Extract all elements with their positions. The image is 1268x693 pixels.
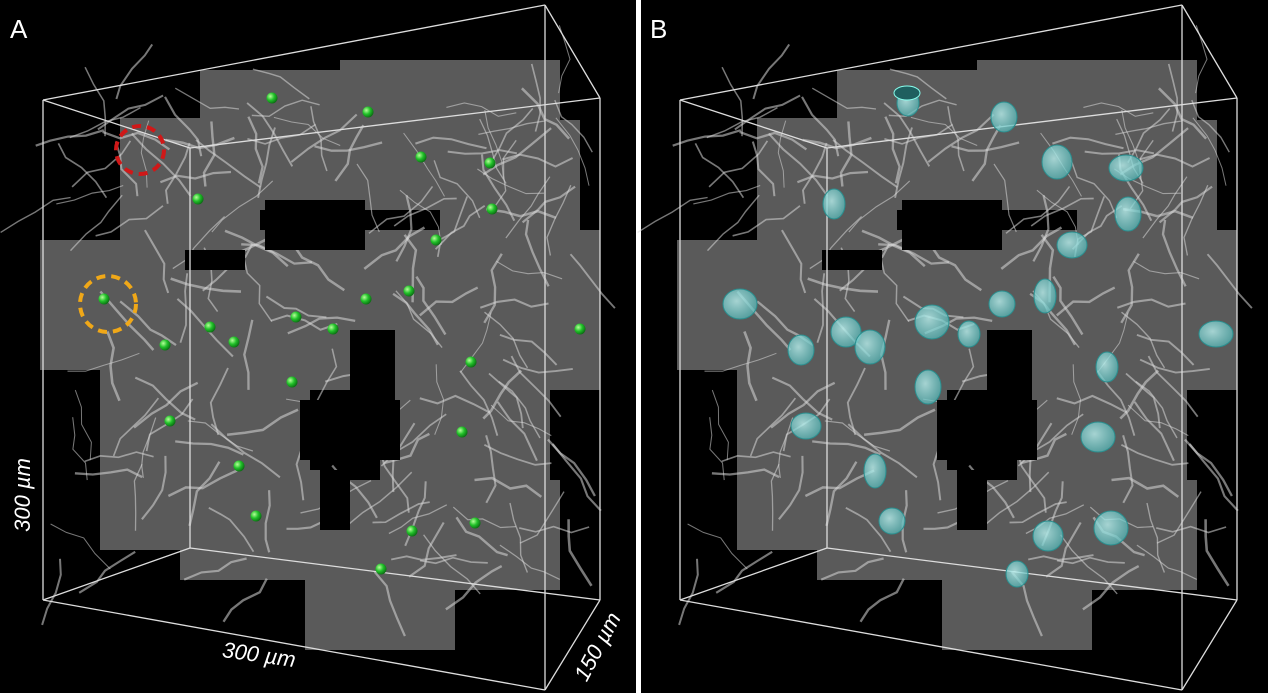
soma-segmentation [1115, 197, 1141, 231]
soma-segmentation [1033, 521, 1063, 551]
soma-segmentation [958, 321, 980, 347]
soma-segmentation [1199, 321, 1233, 347]
soma-segmentation [1094, 511, 1128, 545]
image-gap [185, 250, 245, 270]
soma-segmentation [1109, 155, 1143, 181]
page: A B 300 µm 300 µm 150 µm (() => { const … [0, 0, 1268, 693]
soma-segmentation [879, 508, 905, 534]
soma-marker [363, 107, 374, 118]
soma-marker [99, 294, 110, 305]
image-tile [40, 240, 190, 370]
soma-segmentation [1042, 145, 1072, 179]
scale-label: 300 µm [10, 458, 35, 532]
soma-segmentation [1034, 279, 1056, 313]
soma-marker [251, 511, 262, 522]
panel-label: B [650, 14, 667, 44]
image-tile [540, 120, 580, 240]
soma-marker [205, 322, 216, 333]
soma-segmentation [989, 291, 1015, 317]
soma-segmentation [1096, 352, 1118, 382]
soma-segmentation [1081, 422, 1115, 452]
soma-marker [193, 194, 204, 205]
image-tile [1177, 120, 1217, 240]
soma-marker [229, 337, 240, 348]
soma-marker [160, 340, 171, 351]
soma-segmentation [915, 370, 941, 404]
soma-marker [404, 286, 415, 297]
soma-segmentation [791, 413, 821, 439]
soma-marker [376, 564, 387, 575]
soma-segmentation [823, 189, 845, 219]
soma-marker [466, 357, 477, 368]
soma-marker [165, 416, 176, 427]
image-gap [350, 330, 395, 450]
soma-marker [575, 324, 586, 335]
image-gap [822, 250, 882, 270]
soma-marker [328, 324, 339, 335]
soma-segmentation [894, 86, 920, 100]
panel-label: A [10, 14, 28, 44]
soma-marker [267, 93, 278, 104]
image-tile [550, 270, 598, 380]
soma-segmentation [915, 305, 949, 339]
image-gap [987, 330, 1032, 450]
image-gap [902, 200, 1002, 250]
soma-marker [431, 235, 442, 246]
image-gap [957, 470, 987, 530]
soma-marker [485, 158, 496, 169]
soma-segmentation [991, 102, 1017, 132]
soma-marker [407, 526, 418, 537]
soma-segmentation [723, 289, 757, 319]
soma-marker [361, 294, 372, 305]
soma-marker [487, 204, 498, 215]
soma-segmentation [1057, 232, 1087, 258]
soma-marker [287, 377, 298, 388]
soma-marker [291, 312, 302, 323]
soma-marker [470, 518, 481, 529]
soma-marker [416, 152, 427, 163]
soma-segmentation [855, 330, 885, 364]
soma-segmentation [788, 335, 814, 365]
soma-segmentation [864, 454, 886, 488]
figure: A B 300 µm 300 µm 150 µm [0, 0, 1268, 693]
soma-marker [457, 427, 468, 438]
image-gap [320, 470, 350, 530]
soma-marker [234, 461, 245, 472]
image-gap [265, 200, 365, 250]
soma-segmentation [1006, 561, 1028, 587]
